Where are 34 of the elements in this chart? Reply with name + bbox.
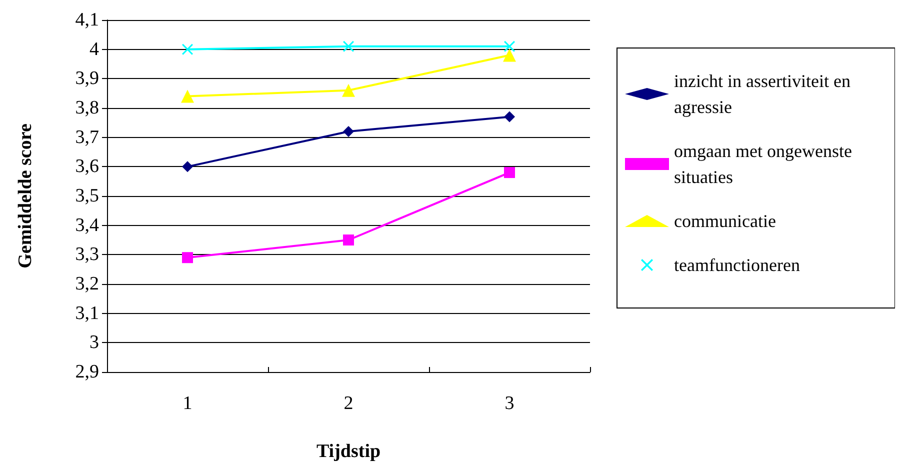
y-tick-label: 3,1	[75, 302, 99, 324]
y-tick-label: 3	[90, 332, 99, 354]
point	[182, 161, 193, 172]
legend-label: teamfunctioneren	[674, 255, 800, 275]
y-tick-label: 3,8	[75, 98, 99, 118]
y-tick-label: 3,6	[75, 156, 99, 178]
y-tick-label: 4,1	[75, 10, 99, 30]
y-tick-label: 3,5	[75, 186, 99, 206]
point	[503, 48, 516, 62]
legend-label: communicatie	[674, 211, 776, 231]
point	[504, 167, 515, 178]
y-tick-label: 3,7	[75, 126, 99, 148]
point	[181, 90, 194, 103]
x-tick-label: 3	[504, 393, 514, 414]
y-tick-label: 4	[90, 38, 100, 60]
point	[342, 84, 355, 97]
point	[182, 252, 193, 264]
legend-label: omgaan met ongewenste situaties	[674, 141, 856, 187]
point	[343, 126, 354, 137]
point	[343, 40, 354, 52]
point	[504, 111, 515, 122]
y-tick-label: 3,2	[75, 274, 99, 294]
y-axis-title: Gemiddelde score	[15, 124, 36, 268]
point	[182, 44, 193, 55]
x-tick-label: 1	[182, 393, 192, 414]
y-tick-label: 3,3	[75, 244, 99, 266]
x-axis-title: Tijdstip	[316, 441, 381, 462]
legend-label: inzicht in assertiviteit en agressie	[674, 71, 855, 117]
point	[343, 234, 354, 246]
y-tick-label: 2,9	[75, 362, 99, 382]
point	[504, 40, 515, 52]
y-tick-label: 3,4	[75, 214, 100, 236]
y-tick-label: 3,9	[75, 68, 99, 90]
x-tick-label: 2	[344, 393, 354, 414]
